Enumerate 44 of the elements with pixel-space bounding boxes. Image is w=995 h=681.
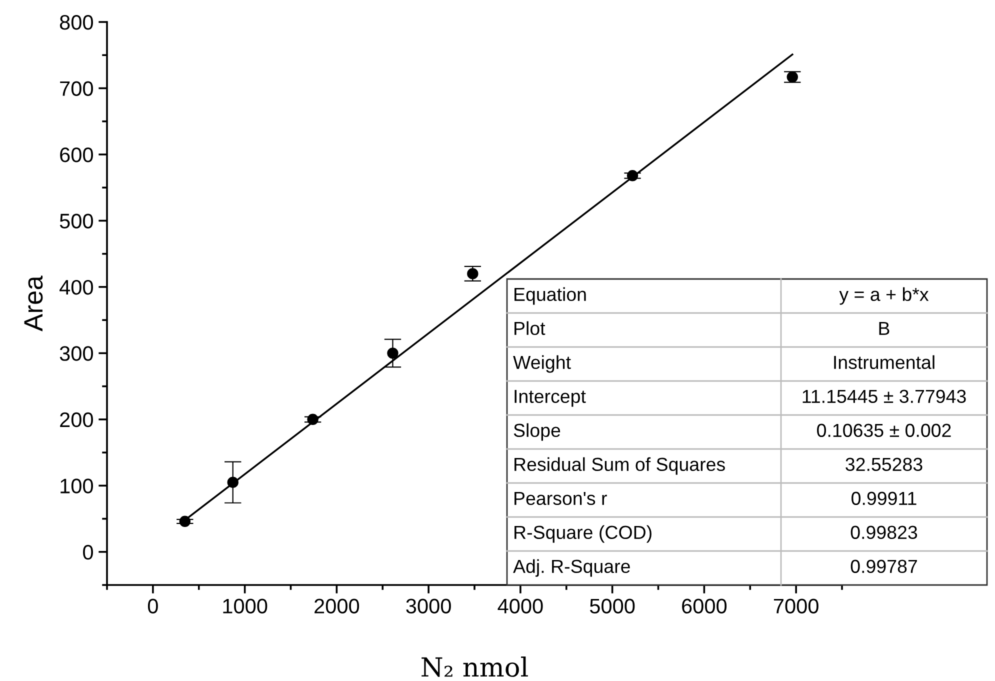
annotation: 0.10635 ± 0.002	[817, 424, 951, 438]
point	[307, 414, 318, 426]
x-tick-label: 6000	[682, 598, 727, 614]
annotation: Adj. R-Square	[513, 559, 630, 577]
y-tick-label: 700	[60, 81, 93, 96]
text: 0.99911	[852, 492, 916, 506]
y-tick-label: 100	[60, 478, 93, 494]
text: B	[879, 322, 890, 335]
x-tick-label: 0	[148, 598, 158, 614]
x-tick-label: 4000	[498, 598, 543, 614]
y-tick-label: 800	[60, 15, 93, 30]
annotation: Intercept	[514, 390, 586, 407]
x-tick-label: 5000	[590, 598, 635, 614]
point	[227, 476, 238, 488]
annotation: y = a + b*x	[839, 287, 929, 305]
annotation: Residual Sum of Squares	[514, 457, 725, 475]
annotation: Pearson's r	[514, 492, 607, 506]
text: 0.99823	[850, 526, 918, 540]
annotation: R-Square (COD)	[514, 525, 652, 543]
annotation: Slope	[514, 423, 560, 441]
point	[786, 71, 798, 83]
y-tick-label: 400	[60, 280, 93, 295]
y-tick-label: 600	[60, 147, 93, 162]
annotation: Plot	[514, 321, 546, 336]
y-tick-label: 500	[60, 214, 93, 228]
x-tick-label: 7000	[774, 598, 818, 614]
point	[387, 348, 398, 359]
y-axis-title: Area	[24, 276, 43, 332]
annotation: Weight	[513, 355, 571, 373]
x-tick-label: 1000	[223, 598, 268, 614]
annotation: Equation	[514, 287, 586, 305]
point	[626, 170, 638, 182]
text: 32.55283	[846, 458, 922, 472]
text: 0.99787	[850, 560, 917, 574]
x-tick-label: 3000	[406, 598, 451, 614]
annotation: Instrumental	[834, 355, 934, 370]
y-tick-label: 200	[60, 412, 93, 428]
annotation: 11.15445 ± 3.77943	[802, 390, 966, 404]
y-tick-label: 0	[83, 544, 93, 560]
x-axis-title: N₂ nmol	[422, 656, 528, 677]
point	[179, 516, 191, 528]
x-tick-label: 2000	[314, 598, 360, 614]
y-tick-label: 300	[60, 346, 93, 361]
point	[467, 268, 478, 280]
